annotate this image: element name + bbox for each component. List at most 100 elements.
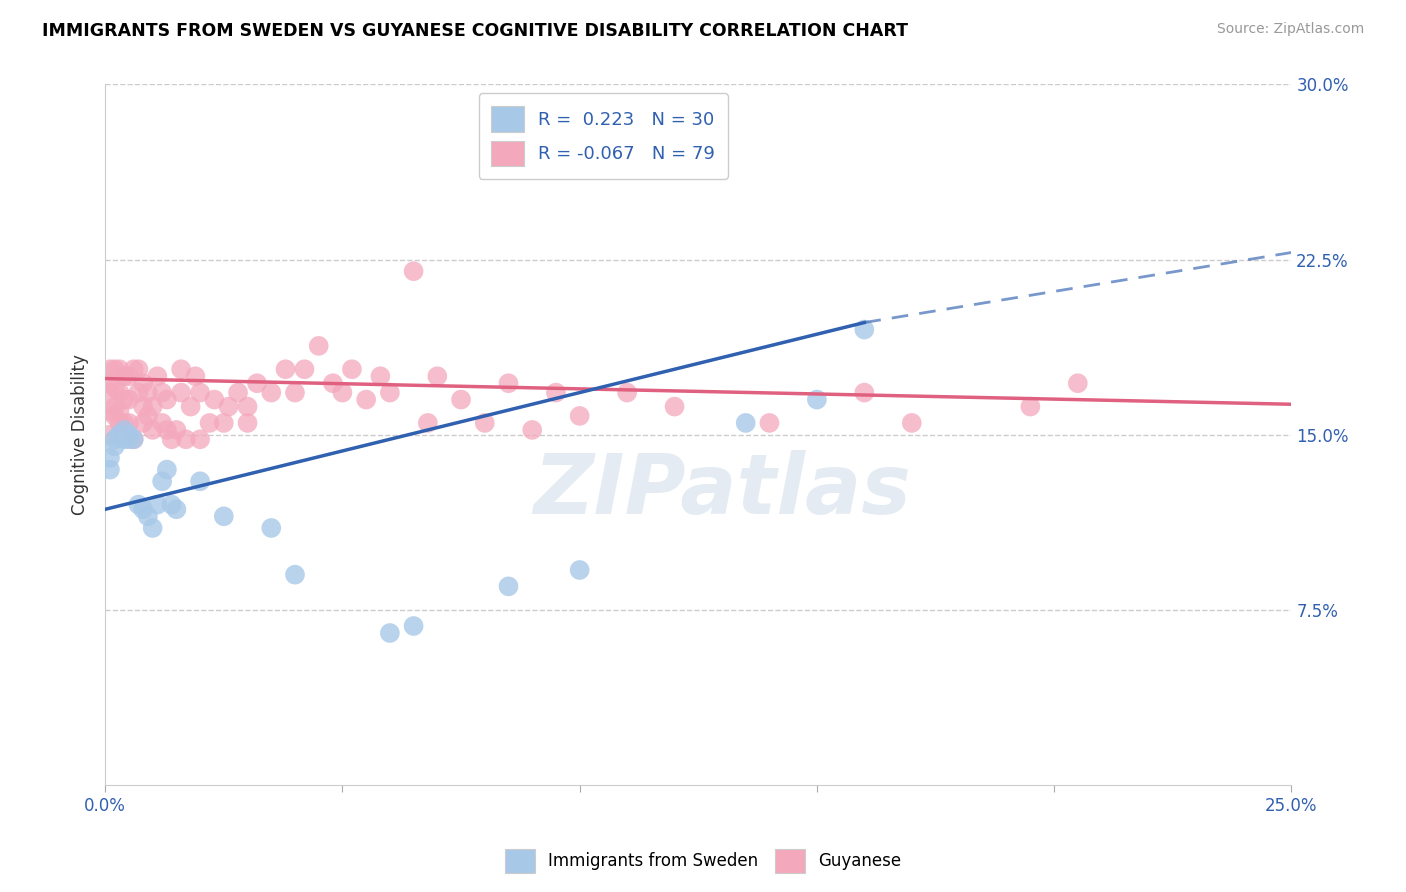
Legend: Immigrants from Sweden, Guyanese: Immigrants from Sweden, Guyanese [498,842,908,880]
Point [202,392,225,407]
Text: ZIPatlas: ZIPatlas [533,450,911,531]
Point [416,416,439,430]
Point [900,416,922,430]
Point [188,385,211,400]
Point [174,432,197,446]
Point [165,423,187,437]
Point [150,475,173,489]
Point [236,400,259,414]
Point [118,392,141,407]
Text: IMMIGRANTS FROM SWEDEN VS GUYANESE COGNITIVE DISABILITY CORRELATION CHART: IMMIGRANTS FROM SWEDEN VS GUYANESE COGNI… [42,22,908,40]
Point [664,400,686,414]
Point [142,521,165,535]
Point [260,521,283,535]
Point [112,392,135,407]
Point [156,423,179,437]
Point [332,385,354,400]
Point [156,462,179,476]
Point [118,416,141,430]
Point [127,498,149,512]
Point [136,385,159,400]
Point [284,567,307,582]
Point [132,400,155,414]
Point [474,416,496,430]
Point [132,416,155,430]
Point [132,376,155,391]
Point [522,423,544,437]
Point [108,404,131,418]
Point [150,385,173,400]
Point [108,362,131,376]
Point [118,427,141,442]
Point [146,369,169,384]
Point [294,362,316,376]
Point [142,400,165,414]
Point [853,322,876,336]
Point [122,432,145,446]
Point [246,376,269,391]
Point [136,409,159,423]
Point [568,563,591,577]
Point [218,400,240,414]
Point [142,423,165,437]
Point [236,416,259,430]
Point [118,369,141,384]
Y-axis label: Cognitive Disability: Cognitive Disability [72,354,89,515]
Point [98,450,121,465]
Point [170,385,193,400]
Point [104,400,127,414]
Point [758,416,780,430]
Point [104,439,127,453]
Point [188,475,211,489]
Point [402,264,425,278]
Point [308,339,330,353]
Legend: R =  0.223   N = 30, R = -0.067   N = 79: R = 0.223 N = 30, R = -0.067 N = 79 [479,94,728,179]
Point [104,432,127,446]
Point [426,369,449,384]
Point [122,362,145,376]
Point [806,392,828,407]
Point [212,509,235,524]
Point [284,385,307,400]
Point [98,427,121,442]
Point [568,409,591,423]
Point [127,362,149,376]
Point [1067,376,1090,391]
Point [104,409,127,423]
Point [322,376,344,391]
Point [160,432,183,446]
Point [188,432,211,446]
Point [112,423,135,437]
Point [146,498,169,512]
Point [184,369,207,384]
Point [127,385,149,400]
Point [544,385,567,400]
Point [98,362,121,376]
Point [616,385,638,400]
Point [498,376,520,391]
Point [150,416,173,430]
Point [274,362,297,376]
Text: Source: ZipAtlas.com: Source: ZipAtlas.com [1216,22,1364,37]
Point [498,579,520,593]
Point [340,362,363,376]
Point [156,392,179,407]
Point [108,416,131,430]
Point [98,376,121,391]
Point [260,385,283,400]
Point [853,385,876,400]
Point [108,427,131,442]
Point [402,619,425,633]
Point [108,385,131,400]
Point [354,392,377,407]
Point [118,432,141,446]
Point [180,400,202,414]
Point [112,369,135,384]
Point [1019,400,1042,414]
Point [160,498,183,512]
Point [136,509,159,524]
Point [198,416,221,430]
Point [226,385,249,400]
Point [132,502,155,516]
Point [370,369,392,384]
